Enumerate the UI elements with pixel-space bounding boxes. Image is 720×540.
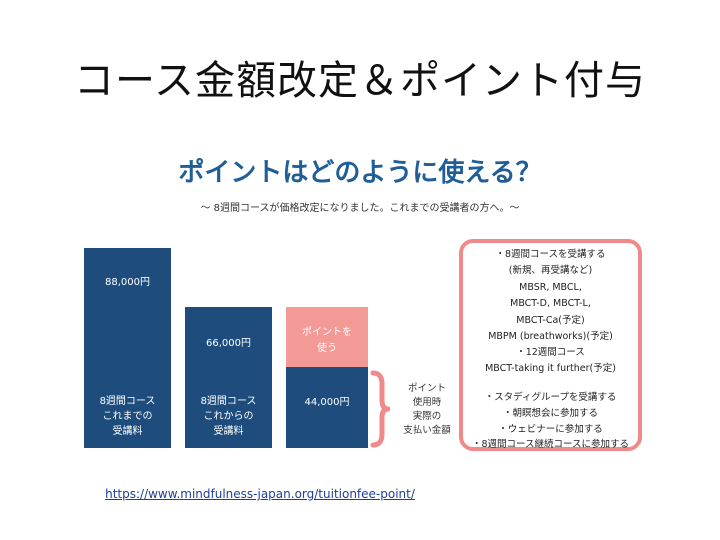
bar-old-fee-label-3: 受講料 <box>112 426 143 437</box>
bar-new-fee: 66,000円 8週間コース これからの 受講料 <box>185 307 272 448</box>
bar-old-fee-price: 88,000円 <box>105 277 150 288</box>
brace-note-line-1: ポイント <box>407 383 446 394</box>
points-label-2: 使う <box>317 343 337 354</box>
list-item: ・8週間コース継続コースに参加する <box>471 439 630 450</box>
list-item: ・12週間コース <box>516 347 585 358</box>
bar-new-fee-label-1: 8週間コース <box>200 396 257 407</box>
list-item: MBCT-taking it further(予定) <box>485 363 616 374</box>
list-item: ・朝瞑想会に参加する <box>502 408 598 419</box>
brace-note-line-3: 実際の <box>412 411 442 422</box>
bar-old-fee: 88,000円 8週間コース これまでの 受講料 <box>84 248 171 448</box>
bar-new-fee-price: 66,000円 <box>206 338 251 349</box>
points-portion: ポイントを 使う <box>286 307 368 367</box>
list-item: ・スタディグループを受講する <box>484 392 617 403</box>
points-label-1: ポイントを <box>302 327 352 338</box>
bar-with-points-price: 44,000円 <box>304 397 350 408</box>
subtitle: 〜 8週間コースが価格改定になりました。これまでの受講者の方へ。〜 <box>200 203 520 214</box>
curly-brace-icon <box>370 370 390 448</box>
bar-with-points: 44,000円 <box>286 367 368 448</box>
slide-title: コース金額改定＆ポイント付与 <box>74 58 646 104</box>
section-heading: ポイントはどのように使える？ <box>178 158 542 188</box>
list-item: MBSR, MBCL, <box>519 282 582 293</box>
list-item: MBCT-D, MBCT-L, <box>510 298 591 309</box>
brace-note: ポイント 使用時 実際の 支払い金額 <box>392 382 462 438</box>
bar-old-fee-label-1: 8週間コース <box>99 396 156 407</box>
tuition-point-link[interactable]: https://www.mindfulness-japan.org/tuitio… <box>105 487 415 501</box>
brace-note-line-4: 支払い金額 <box>403 425 451 436</box>
bar-new-fee-label-3: 受講料 <box>213 426 244 437</box>
list-item: (新規、再受講など) <box>508 265 593 276</box>
brace-note-line-2: 使用時 <box>412 397 442 408</box>
point-usage-list: ・8週間コースを受講する (新規、再受講など) MBSR, MBCL, MBCT… <box>459 239 642 451</box>
list-item: ・ウェビナーに参加する <box>498 424 603 435</box>
bar-old-fee-label-2: これまでの <box>102 411 153 422</box>
list-item: MBPM (breathworks)(予定) <box>488 331 613 342</box>
list-item: MBCT-Ca(予定) <box>516 315 585 326</box>
list-item: ・8週間コースを受講する <box>495 249 606 260</box>
bar-new-fee-label-2: これからの <box>203 411 254 422</box>
